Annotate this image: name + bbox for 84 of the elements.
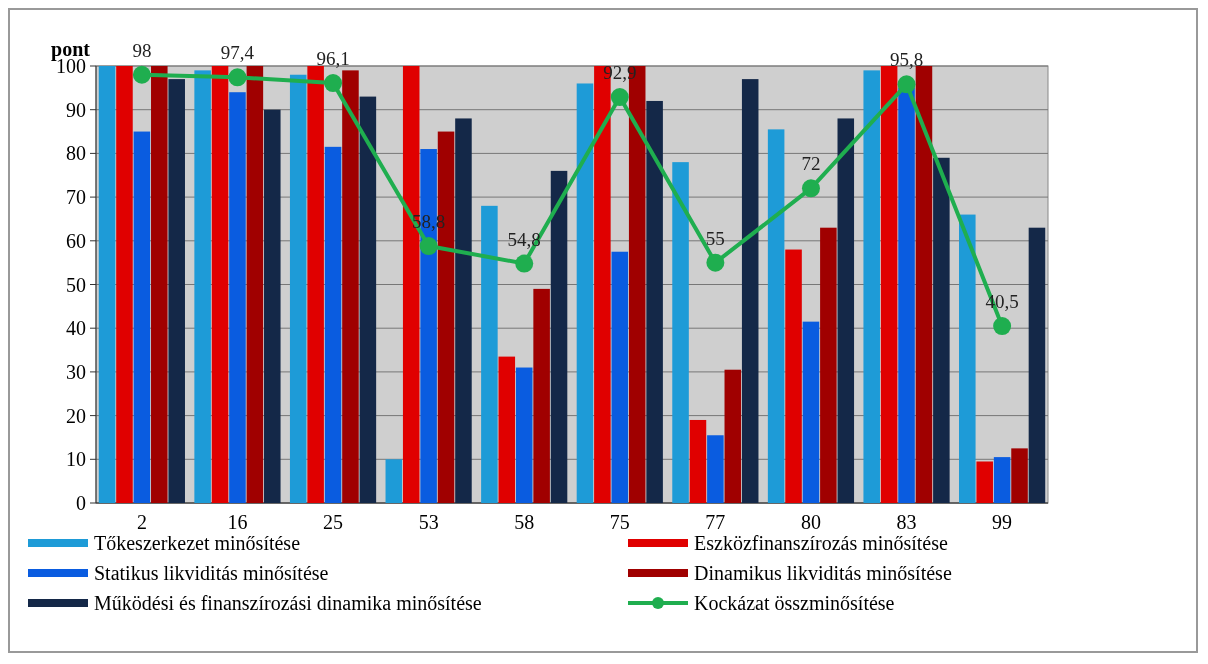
y-tick-label: 80 — [66, 142, 86, 165]
point — [419, 237, 438, 256]
point — [993, 317, 1012, 336]
point — [897, 75, 916, 94]
bar — [741, 79, 759, 503]
bar — [342, 70, 359, 503]
bar — [672, 162, 689, 503]
bar — [611, 251, 629, 503]
y-tick-label: 90 — [66, 98, 86, 121]
bar — [550, 170, 568, 503]
y-tick-label: 40 — [66, 317, 86, 340]
bar — [576, 83, 594, 503]
bar — [133, 131, 151, 503]
bar — [533, 288, 550, 503]
bar — [724, 369, 742, 503]
bar — [802, 321, 820, 503]
bar — [820, 227, 837, 503]
bar — [481, 205, 498, 503]
legend-label: Tőkeszerkezet minősítése — [94, 532, 301, 554]
bar — [116, 66, 133, 503]
bar — [837, 118, 855, 503]
bar — [229, 92, 246, 503]
bar — [168, 79, 185, 503]
bar — [1011, 448, 1028, 503]
x-tick-label: 58 — [514, 511, 535, 533]
bar — [455, 118, 472, 503]
legend-label: Dinamikus likviditás minősítése — [694, 562, 952, 584]
bar — [898, 87, 915, 503]
point — [610, 88, 629, 107]
bar — [194, 70, 211, 503]
bar — [359, 96, 377, 503]
bar — [646, 100, 663, 503]
x-tick-label: 83 — [896, 511, 917, 533]
bar — [785, 249, 802, 503]
x-tick-label: 75 — [609, 511, 630, 533]
bar — [385, 459, 403, 503]
data-label: 98 — [132, 39, 152, 61]
bar — [933, 157, 950, 503]
bar — [689, 419, 707, 503]
y-tick-label: 0 — [76, 492, 86, 514]
y-tick-label: 60 — [66, 229, 86, 252]
bar — [767, 129, 785, 503]
x-tick-label: 16 — [227, 511, 248, 533]
point — [515, 254, 534, 273]
legend-label: Eszközfinanszírozás minősítése — [694, 532, 948, 554]
x-tick-label: 80 — [800, 511, 821, 533]
y-tick-label: 70 — [66, 186, 86, 209]
data-label: 72 — [801, 153, 821, 175]
bar — [976, 461, 993, 503]
x-tick-label: 53 — [418, 511, 439, 533]
bar — [264, 109, 281, 503]
bar — [211, 66, 229, 503]
legend-label: Kockázat összminősítése — [694, 592, 895, 614]
point — [706, 253, 725, 272]
bar — [863, 70, 880, 503]
bar — [307, 66, 324, 503]
y-tick-label: 20 — [66, 404, 86, 427]
x-tick-label: 25 — [323, 511, 344, 533]
y-tick-label: 10 — [66, 448, 86, 471]
legend-label: Működési és finanszírozási dinamika minősítése — [94, 592, 482, 614]
y-tick-label: 50 — [66, 273, 86, 296]
bar — [324, 146, 342, 503]
bar — [1028, 227, 1046, 503]
bar — [707, 435, 724, 503]
point — [228, 68, 247, 87]
bar — [151, 66, 168, 503]
bar — [246, 66, 264, 503]
data-label: 97,4 — [220, 42, 255, 64]
bar — [289, 74, 307, 503]
bar — [993, 457, 1011, 503]
data-label: 96,1 — [316, 48, 350, 70]
bar — [498, 356, 516, 503]
point — [324, 74, 343, 93]
bar — [515, 367, 533, 503]
x-tick-label: 2 — [136, 511, 147, 533]
point — [801, 179, 820, 198]
x-tick-label: 99 — [992, 511, 1013, 533]
data-label: 55 — [705, 227, 725, 249]
legend-label: Statikus likviditás minősítése — [94, 562, 329, 584]
x-tick-label: 77 — [705, 511, 726, 533]
bar — [959, 214, 976, 503]
point — [132, 65, 151, 84]
y-tick-label: 30 — [66, 360, 86, 383]
data-label: 95,8 — [889, 49, 924, 71]
